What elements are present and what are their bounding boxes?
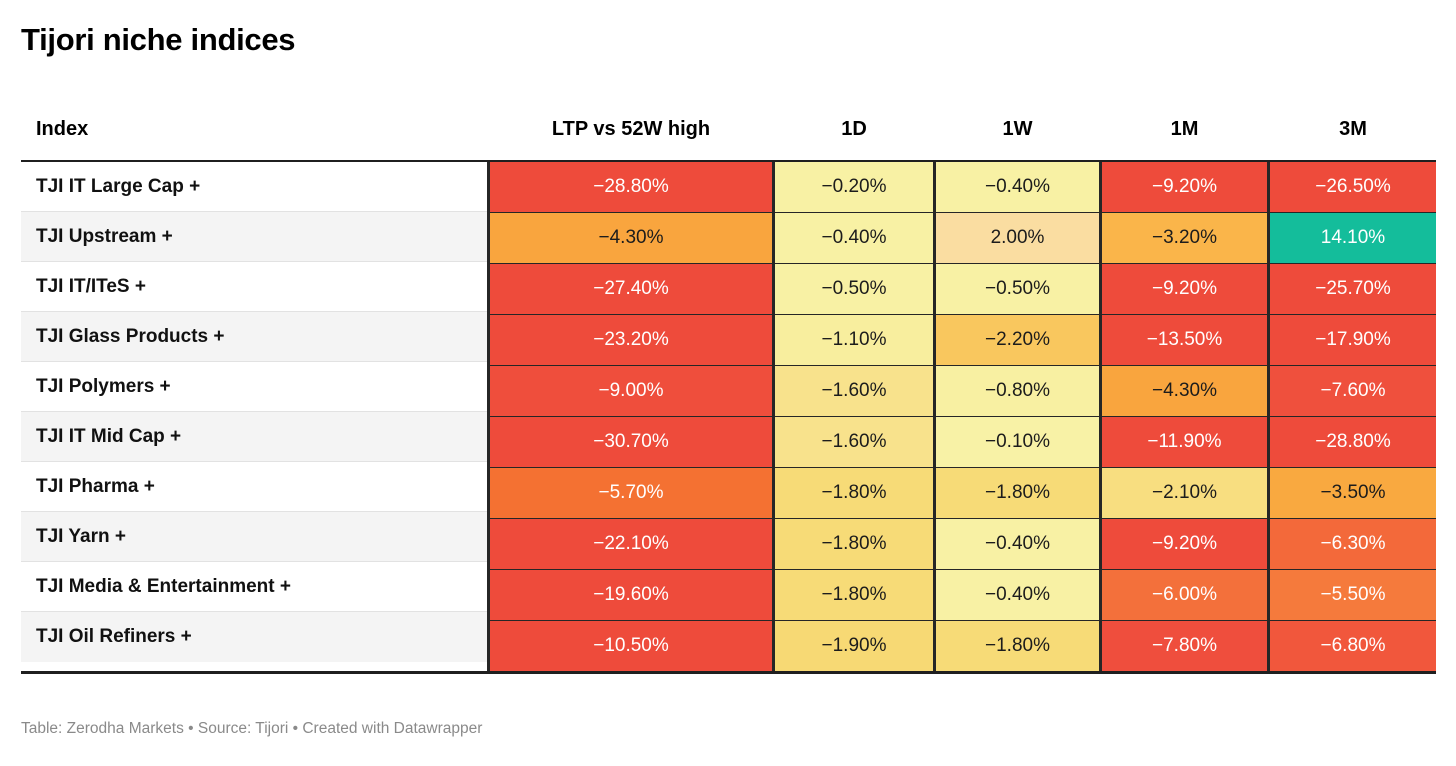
heatmap-cell: −13.50% <box>1102 315 1267 365</box>
row-label[interactable]: TJI Polymers + <box>21 362 487 412</box>
heatmap-cell: −9.20% <box>1102 162 1267 212</box>
heatmap-cell: −1.80% <box>775 519 933 569</box>
heatmap-cell: −7.80% <box>1102 621 1267 671</box>
column-header-index: Index <box>36 118 89 140</box>
heatmap-cell: −0.40% <box>936 570 1099 620</box>
row-label[interactable]: TJI Yarn + <box>21 512 487 562</box>
heatmap-cell: −3.20% <box>1102 213 1267 263</box>
heatmap-cell: −1.80% <box>936 468 1099 518</box>
heatmap-cell: −0.50% <box>936 264 1099 314</box>
column-header-ltp-vs-52w-high: LTP vs 52W high <box>551 118 711 140</box>
heatmap-cell: −28.80% <box>490 162 772 212</box>
heatmap-cell: −0.80% <box>936 366 1099 416</box>
table-footer: Table: Zerodha Markets • Source: Tijori … <box>21 720 483 737</box>
column-header-1d: 1D <box>841 118 867 140</box>
page-title: Tijori niche indices <box>21 22 296 57</box>
row-label[interactable]: TJI Pharma + <box>21 462 487 512</box>
row-label[interactable]: TJI IT Mid Cap + <box>21 412 487 462</box>
heatmap-cell: −4.30% <box>1102 366 1267 416</box>
heatmap-cell: −0.20% <box>775 162 933 212</box>
heatmap-cell: −2.10% <box>1102 468 1267 518</box>
heatmap-cell: −30.70% <box>490 417 772 467</box>
heatmap-cell: 14.10% <box>1270 213 1436 263</box>
heatmap-cell: −17.90% <box>1270 315 1436 365</box>
heatmap-cell: −1.80% <box>936 621 1099 671</box>
heatmap-cell: −0.40% <box>936 162 1099 212</box>
heatmap-cell: −5.50% <box>1270 570 1436 620</box>
heatmap-cell: −0.50% <box>775 264 933 314</box>
row-label[interactable]: TJI IT Large Cap + <box>21 162 487 212</box>
heatmap-cell: −27.40% <box>490 264 772 314</box>
heatmap-cell: −1.60% <box>775 366 933 416</box>
heatmap-cell: −9.00% <box>490 366 772 416</box>
heatmap-cell: −9.20% <box>1102 519 1267 569</box>
heatmap-cell: −0.10% <box>936 417 1099 467</box>
datawrapper-table-page: Tijori niche indices Index LTP vs 52W hi… <box>21 22 1436 737</box>
value-grid: −28.80% −0.20% −0.40% −9.20% −26.50% −4.30% −0… <box>487 162 1436 671</box>
heatmap-cell: −5.70% <box>490 468 772 518</box>
heatmap-cell: −1.10% <box>775 315 933 365</box>
column-header-1w: 1W <box>1002 118 1033 140</box>
heatmap-cell: −0.40% <box>775 213 933 263</box>
heatmap-cell: −4.30% <box>490 213 772 263</box>
heatmap-cell: −0.40% <box>936 519 1099 569</box>
heatmap-cell: −3.50% <box>1270 468 1436 518</box>
heatmap-cell: −2.20% <box>936 315 1099 365</box>
row-label[interactable]: TJI Media & Entertainment + <box>21 562 487 612</box>
heatmap-cell: −6.30% <box>1270 519 1436 569</box>
row-label[interactable]: TJI Oil Refiners + <box>21 612 487 662</box>
index-column: TJI IT Large Cap + TJI Upstream + TJI IT/I… <box>21 162 487 671</box>
heatmap-cell: −1.80% <box>775 570 933 620</box>
heatmap-cell: −22.10% <box>490 519 772 569</box>
heatmap-cell: −6.80% <box>1270 621 1436 671</box>
column-header-3m: 3M <box>1339 118 1367 140</box>
heatmap-cell: −9.20% <box>1102 264 1267 314</box>
heatmap-cell: −1.60% <box>775 417 933 467</box>
row-label[interactable]: TJI IT/ITeS + <box>21 262 487 312</box>
heatmap-cell: −26.50% <box>1270 162 1436 212</box>
heatmap-cell: −11.90% <box>1102 417 1267 467</box>
heatmap-cell: −6.00% <box>1102 570 1267 620</box>
heatmap-cell: −23.20% <box>490 315 772 365</box>
row-label[interactable]: TJI Glass Products + <box>21 312 487 362</box>
heatmap-cell: 2.00% <box>936 213 1099 263</box>
heatmap-cell: −25.70% <box>1270 264 1436 314</box>
heatmap-cell: −19.60% <box>490 570 772 620</box>
heatmap-cell: −28.80% <box>1270 417 1436 467</box>
heatmap-cell: −10.50% <box>490 621 772 671</box>
heatmap-cell: −7.60% <box>1270 366 1436 416</box>
value-column-headers: LTP vs 52W high 1D 1W 1M 3M <box>487 118 1436 141</box>
heatmap-cell: −1.90% <box>775 621 933 671</box>
heatmap-table: TJI IT Large Cap + TJI Upstream + TJI IT/I… <box>21 160 1436 674</box>
row-label[interactable]: TJI Upstream + <box>21 212 487 262</box>
heatmap-cell: −1.80% <box>775 468 933 518</box>
column-header-1m: 1M <box>1170 118 1199 140</box>
table-header-row: Index LTP vs 52W high 1D 1W 1M 3M <box>21 118 1436 160</box>
